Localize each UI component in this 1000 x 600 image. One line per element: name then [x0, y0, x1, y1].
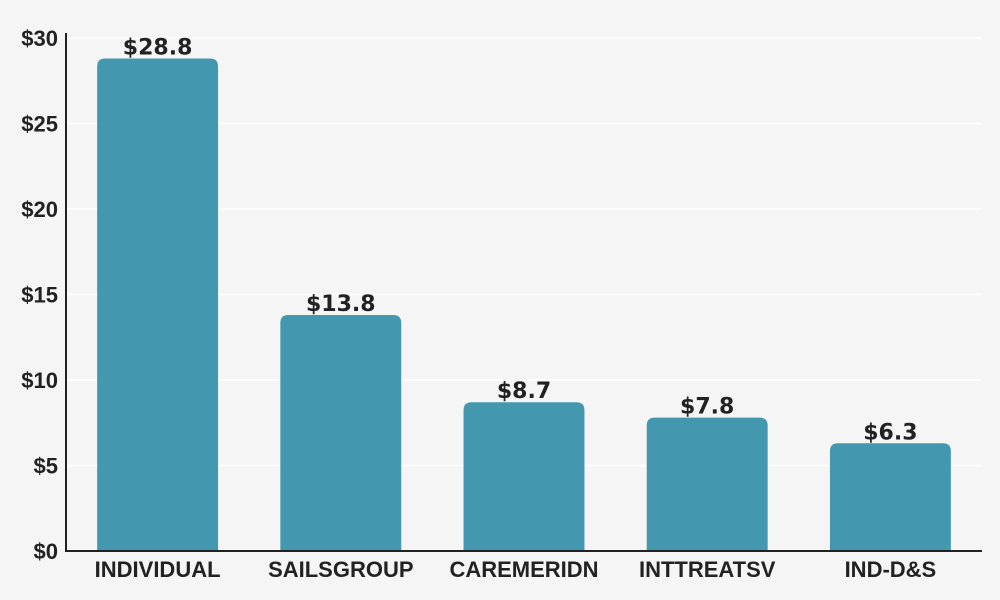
bar — [97, 58, 219, 552]
y-tick-label: $0 — [34, 539, 58, 564]
bar — [463, 402, 585, 551]
bar-value-label: $6.3 — [863, 420, 917, 445]
bar — [646, 417, 768, 551]
y-tick-label: $10 — [21, 368, 58, 393]
bar — [829, 443, 951, 551]
bar-value-label: $7.8 — [680, 395, 734, 420]
grid-lines — [66, 37, 982, 467]
y-tick-label: $15 — [21, 283, 58, 308]
y-tick-label: $5 — [34, 454, 58, 479]
y-tick-label: $25 — [21, 112, 58, 137]
bar-value-label: $8.7 — [497, 379, 551, 404]
x-category-label: IND-D&S — [845, 557, 937, 582]
data-labels: $28.8 $13.8 $8.7 $7.8 $6.3 — [123, 36, 918, 446]
y-tick-label: $30 — [21, 26, 58, 51]
y-tick-labels: $0 $5 $10 $15 $20 $25 $30 — [21, 26, 58, 564]
x-category-label: INDIVIDUAL — [95, 557, 221, 582]
axes — [65, 33, 982, 552]
bars — [97, 58, 951, 552]
x-category-labels: INDIVIDUAL SAILSGROUP CAREMERIDN INTTREATSV… — [95, 557, 937, 582]
bar — [280, 315, 402, 551]
bar-value-label: $13.8 — [306, 292, 376, 317]
bar-value-label: $28.8 — [123, 36, 193, 61]
x-category-label: SAILSGROUP — [268, 557, 413, 582]
x-category-label: CAREMERIDN — [449, 557, 598, 582]
y-tick-label: $20 — [21, 197, 58, 222]
x-category-label: INTTREATSV — [639, 557, 776, 582]
